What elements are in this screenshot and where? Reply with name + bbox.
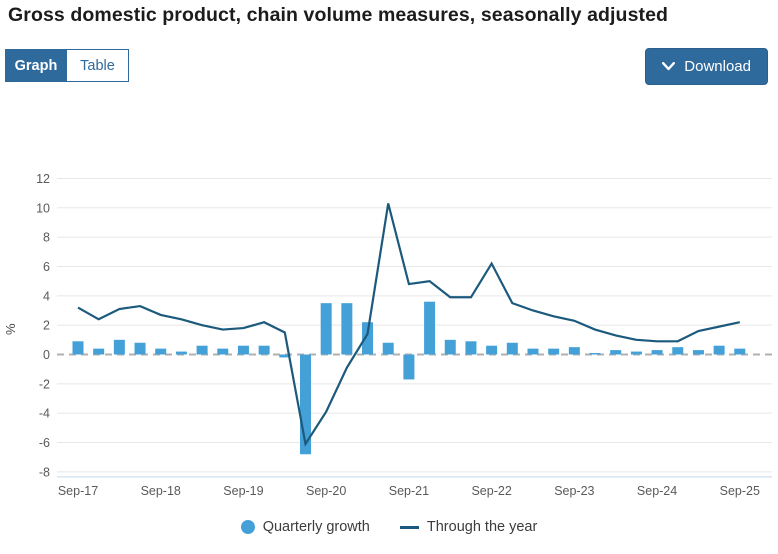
chart-bar: [237, 345, 249, 355]
chart-bar: [93, 348, 105, 355]
chart-bar: [155, 348, 167, 355]
svg-text:8: 8: [43, 231, 50, 245]
x-tick-label: Sep-22: [471, 484, 511, 498]
chart-line: [77, 203, 741, 447]
chart-bar: [734, 348, 746, 355]
toolbar: Graph Table Download: [5, 48, 768, 85]
chart-bar: [672, 347, 684, 355]
x-tick-label: Sep-21: [389, 484, 429, 498]
legend-item-through-the-year[interactable]: Through the year: [399, 519, 538, 535]
chart-bar: [651, 350, 663, 355]
chart-bar: [341, 303, 353, 355]
chart-bar: [465, 341, 477, 355]
svg-text:10: 10: [36, 201, 50, 215]
x-tick-label: Sep-17: [58, 484, 98, 498]
chart-bar: [486, 345, 498, 355]
y-axis-label: %: [3, 323, 18, 335]
chart-bar: [444, 339, 456, 355]
chart-bar: [279, 354, 291, 358]
x-tick-label: Sep-23: [554, 484, 594, 498]
x-tick-label: Sep-19: [223, 484, 263, 498]
chart-bar: [258, 345, 270, 355]
chart-bar: [196, 345, 208, 355]
chart-bar: [403, 354, 415, 380]
x-tick-label: Sep-20: [306, 484, 346, 498]
chart-bar: [299, 354, 311, 455]
chart-area: 12 10 8 6 4 2 0 -2 -4 -6 -8% Sep-17 Sep-18 Sep-19 Sep-…: [0, 118, 778, 554]
chart-legend: Quarterly growth Through the year: [0, 519, 778, 535]
x-tick-label: Sep-25: [720, 484, 760, 498]
legend-item-quarterly-growth[interactable]: Quarterly growth: [240, 519, 370, 535]
chart-bar: [692, 350, 704, 355]
svg-text:-2: -2: [39, 377, 50, 391]
legend-label-quarterly-growth: Quarterly growth: [262, 519, 370, 535]
chart-bar: [610, 350, 622, 355]
chart-bar: [362, 322, 374, 355]
page-title: Gross domestic product, chain volume mea…: [8, 4, 669, 26]
svg-text:-6: -6: [39, 436, 50, 450]
chart-bar: [382, 342, 394, 355]
chart-bar: [630, 351, 642, 355]
svg-text:4: 4: [43, 289, 50, 303]
chart-bar: [568, 347, 580, 355]
svg-text:-4: -4: [39, 407, 50, 421]
chart-bar: [506, 342, 518, 355]
tab-table[interactable]: Table: [67, 49, 129, 82]
download-button[interactable]: Download: [645, 48, 768, 85]
svg-text:0: 0: [43, 348, 50, 362]
chart-bar: [527, 348, 539, 355]
chart-bar: [72, 341, 84, 355]
through-the-year-marker-icon: [399, 525, 419, 529]
chart-bar: [217, 348, 229, 355]
chart-canvas: 12 10 8 6 4 2 0 -2 -4 -6 -8% Sep-17 Sep-18 Sep-19 Sep-…: [3, 172, 772, 498]
svg-text:6: 6: [43, 260, 50, 274]
tab-graph[interactable]: Graph: [5, 49, 67, 82]
x-tick-label: Sep-18: [141, 484, 181, 498]
x-tick-label: Sep-24: [637, 484, 677, 498]
svg-text:-8: -8: [39, 465, 50, 479]
quarterly-growth-marker-icon: [240, 520, 255, 534]
chart-bar: [424, 301, 436, 355]
view-toggle: Graph Table: [5, 49, 129, 82]
svg-text:12: 12: [36, 172, 50, 186]
chart-bar: [589, 353, 601, 355]
chart-bar: [548, 348, 560, 355]
download-label: Download: [684, 58, 751, 75]
chart-bar: [320, 303, 332, 355]
chevron-down-icon: [662, 62, 676, 71]
chart-bar: [134, 342, 146, 355]
svg-text:2: 2: [43, 319, 50, 333]
chart-bar: [175, 351, 187, 355]
chart-bar: [713, 345, 725, 355]
chart-bar: [113, 339, 125, 355]
legend-label-through-the-year: Through the year: [426, 519, 538, 535]
